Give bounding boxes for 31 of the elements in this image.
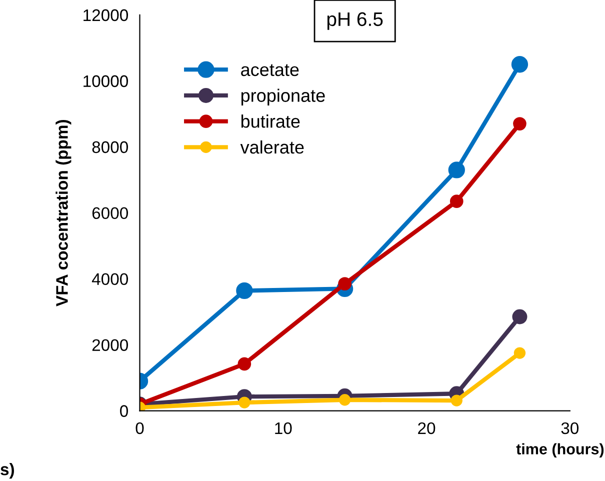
point: [338, 394, 351, 406]
x-tick-label: 0: [136, 422, 144, 434]
point: [238, 357, 252, 371]
point: [450, 194, 464, 208]
point: [450, 394, 462, 406]
point: [513, 117, 526, 130]
x-tick-label: 20: [418, 422, 436, 434]
legend-label: acetate: [241, 64, 299, 76]
y-tick-label: 12000: [84, 9, 128, 22]
x-tick-label: 10: [275, 422, 292, 434]
point: [238, 396, 250, 408]
legend-label: butirate: [241, 114, 300, 128]
point: [514, 347, 526, 359]
y-tick-label: 8000: [92, 141, 128, 154]
y-axis-title: VFA cocentration (ppm): [56, 120, 72, 306]
y-tick-label: 10000: [84, 75, 128, 88]
point: [511, 56, 528, 73]
point: [512, 309, 528, 324]
point: [338, 277, 352, 290]
point: [448, 162, 465, 178]
chart-title: pH 6.5: [327, 12, 383, 30]
y-tick-label: 4000: [92, 273, 128, 286]
y-tick-label: 6000: [92, 207, 128, 220]
y-tick-label: 2000: [92, 339, 128, 351]
point: [236, 282, 253, 300]
text: s): [0, 463, 14, 479]
y-tick-label: 0: [120, 405, 128, 417]
legend-label: valerate: [240, 140, 304, 154]
x-axis-title: time (hours): [516, 443, 604, 458]
x-tick-label: 30: [561, 422, 579, 434]
legend-label: propionate: [241, 88, 325, 106]
